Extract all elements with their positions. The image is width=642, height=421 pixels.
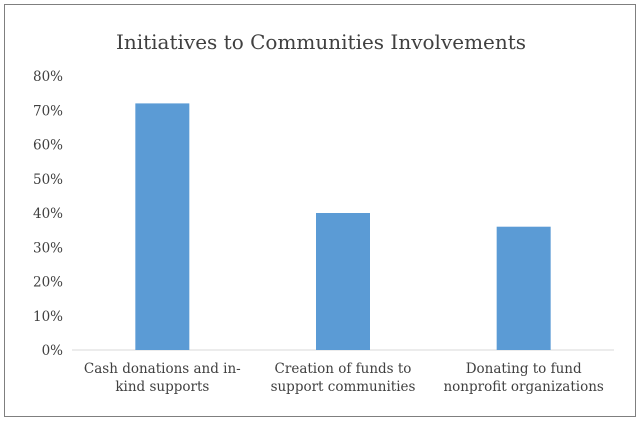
y-tick-label: 10%	[33, 309, 63, 325]
bar	[135, 103, 190, 351]
category-labels: Cash donations and in-kind supports Creat…	[84, 361, 604, 395]
y-tick-label: 40%	[33, 206, 63, 222]
category-label: kind supports	[115, 379, 209, 395]
bar	[316, 213, 370, 350]
y-tick-label: 60%	[33, 138, 63, 154]
category-label: nonprofit organizations	[443, 379, 603, 395]
y-tick-label: 80%	[33, 69, 63, 85]
y-tick-label: 50%	[33, 172, 63, 188]
category-label: Creation of funds to	[275, 361, 412, 377]
chart-title: Initiatives to Communities Involvements	[116, 30, 526, 54]
category-label: support communities	[271, 379, 416, 395]
category-label: Donating to fund	[466, 361, 582, 377]
y-tick-label: 30%	[33, 240, 63, 256]
bars	[135, 103, 551, 351]
y-tick-label: 20%	[33, 275, 63, 291]
bar	[496, 226, 551, 350]
y-tick-label: 70%	[33, 103, 63, 119]
y-tick-label: 0%	[42, 343, 64, 359]
y-axis-ticks: 0% 10% 20% 30% 40% 50% 60% 70% 80%	[33, 69, 63, 359]
category-label: Cash donations and in-	[84, 361, 241, 377]
